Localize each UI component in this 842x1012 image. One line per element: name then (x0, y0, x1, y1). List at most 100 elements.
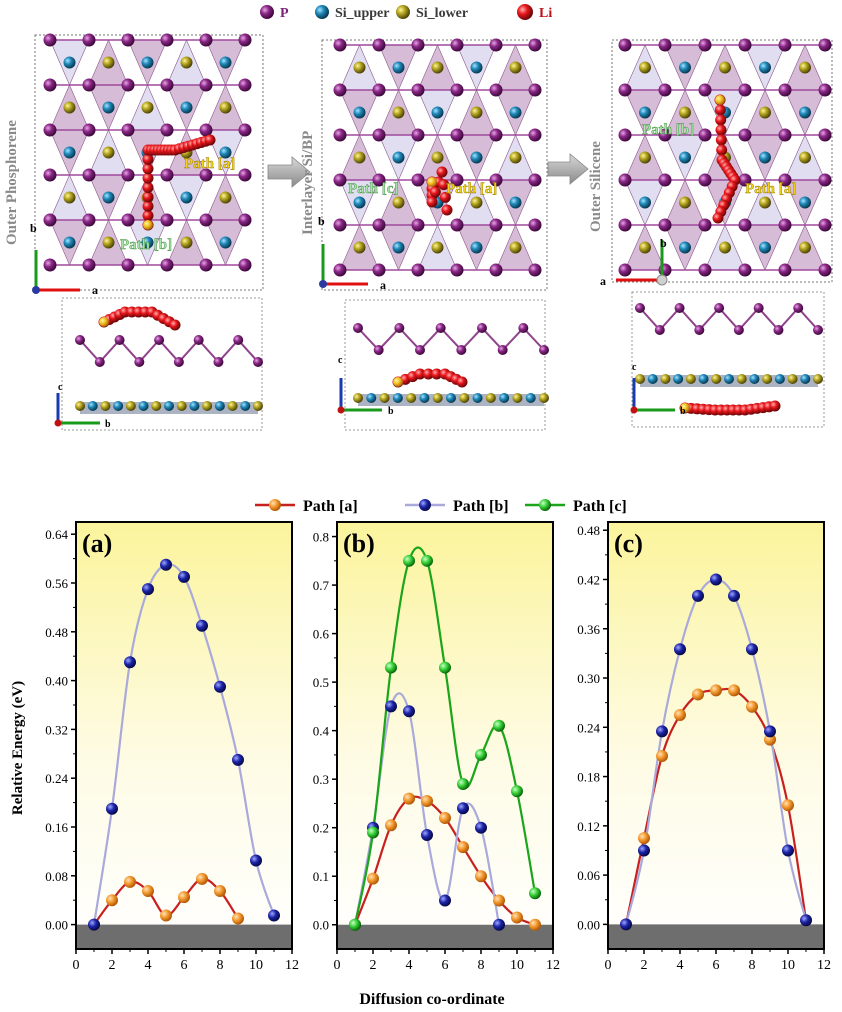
axis-b-side: b (388, 406, 394, 417)
si-upper-atom (63, 146, 76, 159)
si-lower-atom (799, 61, 811, 74)
si-lower-atom (219, 191, 232, 204)
si-upper-atom (63, 236, 76, 249)
p-atom (411, 173, 425, 187)
si-upper-atom (180, 191, 193, 204)
zero-band (76, 924, 292, 949)
si-upper-atom (219, 56, 232, 69)
p-atom (658, 38, 672, 52)
p-atom (333, 218, 347, 232)
si-upper-atom (189, 401, 200, 411)
p-atom (238, 123, 252, 137)
p-atom (160, 213, 174, 227)
si-upper-atom (639, 106, 651, 119)
p-atom (618, 83, 632, 97)
polyhedron (80, 340, 100, 362)
si-lower-atom (219, 101, 232, 114)
data-point-path-b (638, 844, 650, 857)
data-point-path-a (782, 799, 794, 812)
x-tick-label: 2 (109, 958, 116, 973)
legend-label-path-b: Path [b] (453, 498, 509, 515)
p-atom (733, 325, 744, 335)
data-point-path-a (124, 875, 136, 888)
polyhedron (159, 340, 179, 362)
p-atom (121, 123, 135, 137)
x-tick-label: 10 (249, 958, 263, 973)
p-atom (238, 258, 252, 272)
p-atom (94, 357, 105, 367)
si-upper-atom (639, 196, 651, 209)
p-atom (238, 33, 252, 47)
p-atom (635, 303, 645, 313)
polyhedron (461, 328, 482, 350)
si-upper-atom (392, 393, 403, 403)
p-atom (333, 128, 347, 142)
series-line-path-c (353, 546, 537, 925)
si-upper-atom (392, 151, 405, 164)
li-ion (715, 124, 727, 136)
polyhedron (719, 308, 739, 330)
p-atom (658, 218, 672, 232)
data-point-path-a (196, 872, 208, 885)
p-atom (199, 168, 213, 182)
p-atom (75, 335, 85, 345)
x-tick-label: 8 (217, 958, 224, 973)
data-point-path-c (403, 554, 415, 567)
p-atom (43, 168, 57, 182)
data-point-path-b (656, 725, 668, 738)
si-upper-atom (141, 236, 154, 249)
p-atom (114, 335, 125, 345)
y-tick-label: 0.06 (577, 868, 600, 883)
p-atom (199, 213, 213, 227)
p-atom (333, 263, 347, 277)
data-point-path-c (493, 719, 505, 732)
data-point-path-a (710, 684, 722, 697)
axis-a: a (380, 278, 386, 292)
p-atom (698, 128, 712, 142)
li-ion (712, 212, 724, 224)
side-view (75, 306, 263, 414)
p-atom (450, 263, 464, 277)
si-lower-atom (719, 241, 731, 254)
si-lower-atom (176, 401, 187, 411)
data-point-path-a (511, 911, 523, 924)
cell-box (34, 34, 264, 291)
polyhedron (659, 308, 680, 330)
si-lower-atom (762, 374, 773, 384)
si-upper-atom (509, 106, 522, 119)
si-upper-atom (141, 56, 154, 69)
zero-band (608, 924, 824, 949)
p-atom (199, 78, 213, 92)
x-tick-label: 0 (334, 958, 341, 973)
atom-legend: P Si_upper Si_lower Li (260, 4, 552, 21)
data-point-path-b (493, 918, 505, 931)
si-lower-atom (711, 374, 722, 384)
x-tick-label: 4 (677, 958, 684, 973)
li-ion (142, 153, 154, 165)
data-point-path-a (439, 811, 451, 824)
polyhedron (178, 340, 199, 362)
li-ion (142, 163, 154, 175)
polyhedron (640, 308, 660, 330)
data-point-path-b (214, 680, 226, 693)
p-atom (121, 33, 135, 47)
p-atom (818, 38, 832, 52)
y-tick-label: 0.12 (577, 819, 600, 834)
si-lower-atom (63, 101, 76, 114)
li-ion (716, 144, 728, 156)
li-ion (438, 179, 450, 191)
p-atom (121, 213, 135, 227)
data-point-path-a (638, 832, 650, 845)
p-atom (698, 38, 712, 52)
x-tick-label: 0 (605, 958, 612, 973)
si-lower-atom (75, 401, 85, 411)
p-atom (658, 83, 672, 97)
p-atom (618, 38, 632, 52)
atom-legend-label-li: Li (539, 6, 552, 21)
lattice (333, 38, 542, 277)
p-atom (43, 213, 57, 227)
polyhedron (523, 328, 544, 350)
data-point-path-b (250, 854, 262, 867)
p-atom (778, 218, 792, 232)
y-tick-label: 0.48 (45, 625, 68, 640)
